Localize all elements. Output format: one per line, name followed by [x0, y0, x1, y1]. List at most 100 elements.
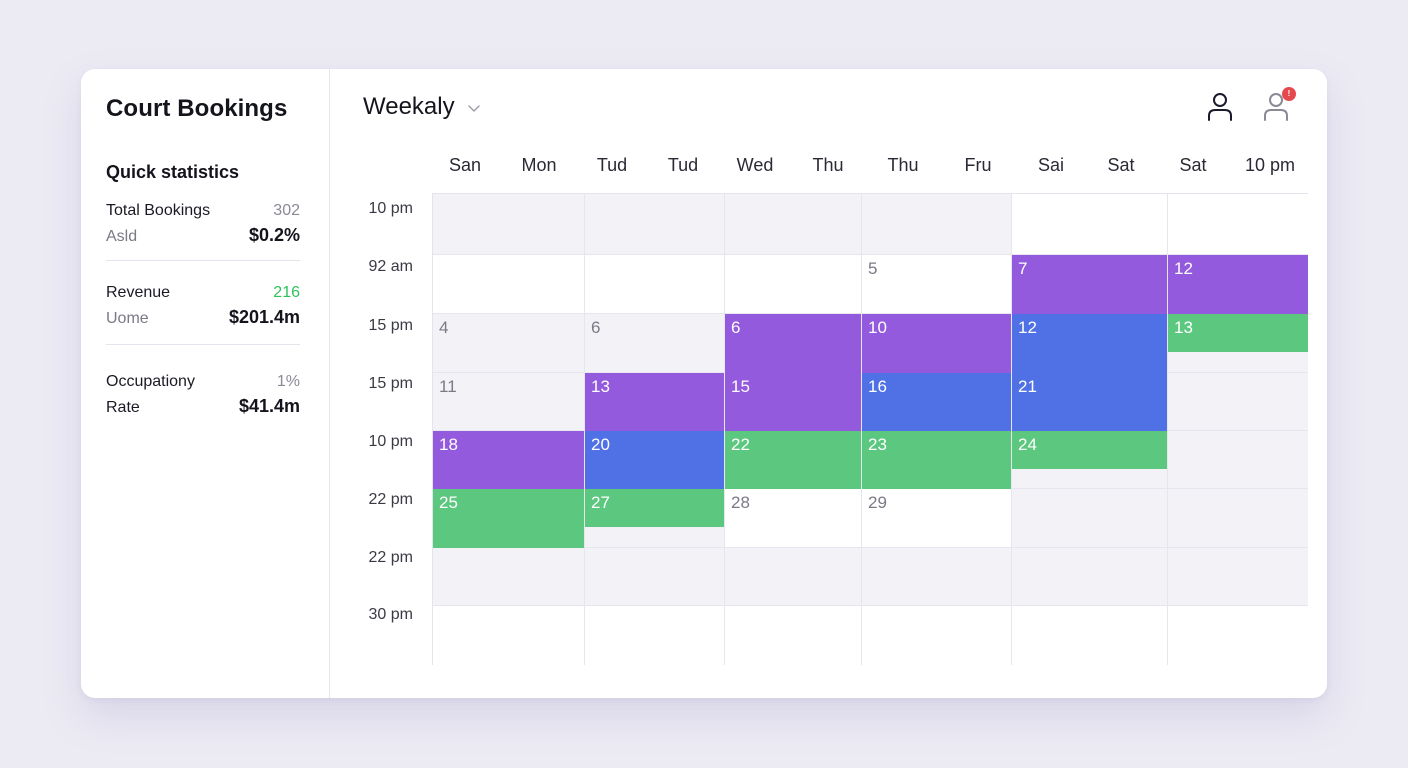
booking-event[interactable]: 13: [585, 373, 724, 431]
calendar-cell[interactable]: [1168, 431, 1308, 489]
calendar-cell[interactable]: 18: [433, 431, 585, 489]
stat-label: Occupationy: [106, 373, 195, 390]
notifications-button[interactable]: !: [1261, 87, 1296, 123]
calendar-cell[interactable]: [725, 255, 862, 314]
calendar-cell[interactable]: 6: [585, 314, 725, 373]
booking-event[interactable]: 15: [725, 373, 861, 431]
booking-date-label: 13: [591, 377, 610, 396]
stat-revenue: Revenue 216 Uome $201.4m: [106, 284, 300, 330]
day-header: Sai: [1037, 155, 1065, 175]
calendar-cell[interactable]: 13: [585, 373, 725, 431]
calendar-cell[interactable]: [1012, 548, 1168, 606]
calendar-cell[interactable]: [433, 548, 585, 606]
calendar-cell[interactable]: [433, 606, 585, 665]
calendar-cell[interactable]: 20: [585, 431, 725, 489]
booking-date-label: 24: [1018, 435, 1037, 454]
time-label: 10 pm: [368, 433, 413, 450]
calendar-cell[interactable]: [1012, 489, 1168, 548]
calendar-cell[interactable]: 16: [862, 373, 1012, 431]
calendar-cell[interactable]: 21: [1012, 373, 1168, 431]
calendar-cell[interactable]: [725, 194, 862, 255]
calendar-cell[interactable]: 7: [1012, 255, 1168, 314]
day-header: Wed: [736, 155, 774, 175]
view-select-dropdown[interactable]: Weekaly: [363, 93, 481, 121]
user-button[interactable]: [1205, 91, 1235, 123]
calendar-cell[interactable]: [1168, 548, 1308, 606]
booking-event[interactable]: 25: [433, 489, 584, 548]
calendar-cell[interactable]: [1168, 606, 1308, 665]
calendar-cell[interactable]: [725, 548, 862, 606]
calendar-cell[interactable]: 27: [585, 489, 725, 548]
day-header: Tud: [667, 155, 699, 175]
calendar-cell[interactable]: [433, 255, 585, 314]
cell-date-label: 5: [868, 259, 878, 278]
booking-event[interactable]: 12: [1012, 314, 1167, 373]
stat-small-value: 1%: [276, 373, 300, 390]
booking-event[interactable]: 20: [585, 431, 724, 489]
booking-event[interactable]: 13: [1168, 314, 1308, 352]
user-notification-icon: [1264, 93, 1288, 121]
booking-event[interactable]: 10: [862, 314, 1011, 373]
calendar-cell[interactable]: [862, 548, 1012, 606]
calendar-cell[interactable]: 13: [1168, 314, 1308, 373]
calendar-cell[interactable]: 15: [725, 373, 862, 431]
calendar-cell[interactable]: 6: [725, 314, 862, 373]
booking-date-label: 16: [868, 377, 887, 396]
calendar-cell[interactable]: 10: [862, 314, 1012, 373]
calendar-cell[interactable]: 29: [862, 489, 1012, 548]
cell-date-label: 4: [439, 318, 449, 337]
stat-divider: [106, 344, 300, 345]
day-header: Thu: [887, 155, 919, 175]
day-header: Fru: [964, 155, 992, 175]
booking-date-label: 27: [591, 493, 610, 512]
chevron-down-icon: [467, 105, 480, 112]
stat-sublabel: Rate: [106, 399, 140, 416]
calendar-cell[interactable]: 24: [1012, 431, 1168, 489]
booking-event[interactable]: 23: [862, 431, 1011, 489]
calendar-cell[interactable]: 11: [433, 373, 585, 431]
app-title: Court Bookings: [106, 95, 288, 122]
booking-event[interactable]: 21: [1012, 373, 1167, 431]
stat-label: Revenue: [106, 284, 171, 301]
calendar-cell[interactable]: [433, 194, 585, 255]
calendar-cell[interactable]: 28: [725, 489, 862, 548]
calendar-cell[interactable]: 5: [862, 255, 1012, 314]
booking-date-label: 7: [1018, 259, 1028, 278]
booking-event[interactable]: 16: [862, 373, 1011, 431]
main-header: Weekaly: [363, 93, 481, 121]
calendar-cell[interactable]: 23: [862, 431, 1012, 489]
stat-sublabel: Uome: [106, 310, 149, 327]
calendar-cell[interactable]: 12: [1168, 255, 1308, 314]
calendar-cell[interactable]: 4: [433, 314, 585, 373]
booking-date-label: 20: [591, 435, 610, 454]
calendar-cell[interactable]: [585, 548, 725, 606]
calendar-cell[interactable]: [585, 194, 725, 255]
calendar-cell[interactable]: [585, 606, 725, 665]
time-label: 15 pm: [368, 317, 413, 334]
calendar-cell[interactable]: [862, 606, 1012, 665]
day-header: 10 pm: [1244, 155, 1296, 175]
calendar-cell[interactable]: [1168, 373, 1308, 431]
calendar-cell[interactable]: [1168, 489, 1308, 548]
booking-event[interactable]: 27: [585, 489, 724, 527]
calendar-cell[interactable]: [862, 194, 1012, 255]
header-actions: !: [1205, 87, 1296, 123]
calendar-cell[interactable]: [1012, 606, 1168, 665]
calendar-cell[interactable]: [1012, 194, 1168, 255]
calendar-cell[interactable]: 25: [433, 489, 585, 548]
calendar-cell[interactable]: 22: [725, 431, 862, 489]
time-label: 10 pm: [368, 200, 413, 217]
sidebar: Court Bookings Quick statistics Total Bo…: [81, 69, 330, 698]
booking-event[interactable]: 7: [1012, 255, 1167, 314]
booking-event[interactable]: 22: [725, 431, 861, 489]
calendar-cell[interactable]: [725, 606, 862, 665]
calendar-cell[interactable]: [585, 255, 725, 314]
notification-badge: !: [1282, 87, 1296, 101]
calendar-cell[interactable]: [1168, 194, 1308, 255]
calendar-cell[interactable]: 12: [1012, 314, 1168, 373]
booking-event[interactable]: 6: [725, 314, 861, 373]
booking-event[interactable]: 24: [1012, 431, 1167, 469]
booking-event[interactable]: 18: [433, 431, 584, 489]
booking-event[interactable]: 12: [1168, 255, 1308, 314]
quick-statistics-heading: Quick statistics: [106, 162, 240, 182]
